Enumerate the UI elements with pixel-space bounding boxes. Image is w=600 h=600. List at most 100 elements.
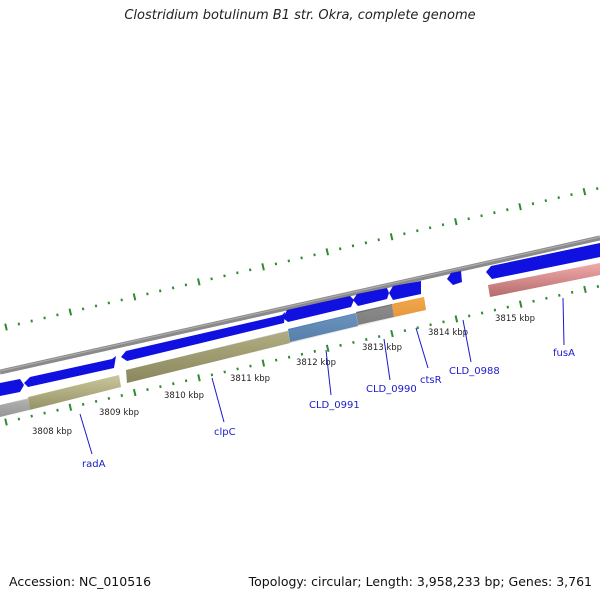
major-tick xyxy=(261,359,266,367)
gene-label-radA[interactable]: radA xyxy=(82,459,106,470)
cds-arrow[interactable] xyxy=(486,243,600,279)
minor-tick xyxy=(120,393,124,398)
gene-label-clpC[interactable]: clpC xyxy=(214,427,236,438)
minor-tick xyxy=(210,373,214,377)
cds-arrow[interactable] xyxy=(24,356,116,387)
minor-tick xyxy=(467,217,470,221)
cds-arrow[interactable] xyxy=(0,379,24,396)
cds-track xyxy=(0,243,600,396)
minor-tick xyxy=(249,364,252,368)
gene-labels: radA clpC CLD_0991 CLD_0990 ctsR CLD_098… xyxy=(82,348,575,470)
tick-label-3809: 3809 kbp xyxy=(99,408,139,418)
minor-tick xyxy=(120,298,123,302)
callout-CLD_0990 xyxy=(383,338,391,381)
minor-tick xyxy=(43,411,46,415)
tick-label-3814: 3814 kbp xyxy=(428,328,468,338)
minor-tick xyxy=(493,308,497,312)
major-tick xyxy=(197,374,201,382)
major-tick xyxy=(454,315,459,323)
major-tick xyxy=(325,248,330,256)
tick-label-3815: 3815 kbp xyxy=(495,314,535,324)
minor-tick xyxy=(403,329,407,333)
gene-label-ctsR[interactable]: ctsR xyxy=(420,375,442,386)
gene-label-CLD_0988[interactable]: CLD_0988 xyxy=(449,366,500,377)
minor-tick xyxy=(532,299,535,303)
minor-tick xyxy=(596,284,600,289)
minor-tick xyxy=(339,343,342,347)
minor-tick xyxy=(416,229,419,233)
minor-tick xyxy=(146,292,149,296)
minor-tick xyxy=(81,307,85,311)
minor-tick xyxy=(506,305,510,309)
minor-tick xyxy=(531,202,535,206)
minor-tick xyxy=(595,187,599,191)
major-tick xyxy=(325,344,330,353)
minor-tick xyxy=(544,199,548,203)
minor-tick xyxy=(146,388,149,392)
major-tick xyxy=(261,263,265,271)
minor-tick xyxy=(493,211,496,215)
major-tick xyxy=(132,388,137,397)
minor-tick xyxy=(300,256,303,260)
minor-tick xyxy=(365,337,368,342)
gene-label-CLD_0990[interactable]: CLD_0990 xyxy=(366,384,417,395)
callout-ctsR xyxy=(415,327,429,369)
gene-label-fusA[interactable]: fusA xyxy=(553,348,575,359)
tick-label-3811: 3811 kbp xyxy=(230,374,270,384)
major-tick xyxy=(518,203,522,211)
minor-tick xyxy=(159,385,162,389)
minor-tick xyxy=(403,232,406,236)
minor-tick xyxy=(17,417,21,421)
minor-tick xyxy=(248,268,252,272)
callout-clpC xyxy=(211,377,225,423)
cds-arrow[interactable] xyxy=(389,281,421,300)
major-tick xyxy=(68,403,73,411)
map-title: Clostridium botulinum B1 str. Okra, comp… xyxy=(124,8,476,23)
minor-tick xyxy=(351,244,355,248)
gene-track-shade xyxy=(126,297,426,383)
major-tick xyxy=(582,187,587,196)
scale-labels: 3808 kbp 3809 kbp 3810 kbp 3811 kbp 3812… xyxy=(32,314,535,437)
gene-track-shade xyxy=(0,375,121,417)
minor-tick xyxy=(107,396,111,400)
minor-tick xyxy=(377,238,380,242)
minor-tick xyxy=(416,326,419,330)
callout-CLD_0988 xyxy=(462,319,472,363)
cds-arrow[interactable] xyxy=(121,312,285,361)
minor-tick xyxy=(81,402,85,406)
minor-tick xyxy=(480,214,483,218)
gene-callouts xyxy=(79,297,565,455)
tick-label-3813: 3813 kbp xyxy=(362,343,402,353)
minor-tick xyxy=(300,352,304,356)
minor-tick xyxy=(171,286,175,290)
scale-tick-row xyxy=(4,284,600,426)
minor-tick xyxy=(94,304,98,308)
major-tick xyxy=(132,293,137,301)
callout-CLD_0991 xyxy=(325,349,332,396)
minor-tick xyxy=(274,358,278,362)
minor-tick xyxy=(441,223,445,227)
minor-tick xyxy=(223,370,226,374)
accession-text: Accession: NC_010516 xyxy=(9,574,152,589)
minor-tick xyxy=(184,283,188,287)
minor-tick xyxy=(545,296,548,300)
minor-tick xyxy=(442,320,445,324)
cds-arrow[interactable] xyxy=(353,288,389,306)
minor-tick xyxy=(172,382,175,386)
cds-arrow[interactable] xyxy=(283,296,354,322)
minor-tick xyxy=(287,259,291,263)
cds-arrow[interactable] xyxy=(447,271,462,285)
minor-tick xyxy=(236,271,239,275)
gene-label-CLD_0991[interactable]: CLD_0991 xyxy=(309,400,360,411)
minor-tick xyxy=(223,274,226,278)
minor-tick xyxy=(158,289,162,293)
minor-tick xyxy=(274,262,278,266)
minor-tick xyxy=(30,414,33,418)
minor-tick xyxy=(313,253,316,257)
minor-tick xyxy=(558,293,561,297)
minor-tick xyxy=(236,367,239,371)
minor-tick xyxy=(56,313,59,317)
genome-summary-text: Topology: circular; Length: 3,958,233 bp… xyxy=(248,574,592,589)
major-tick xyxy=(389,233,394,241)
